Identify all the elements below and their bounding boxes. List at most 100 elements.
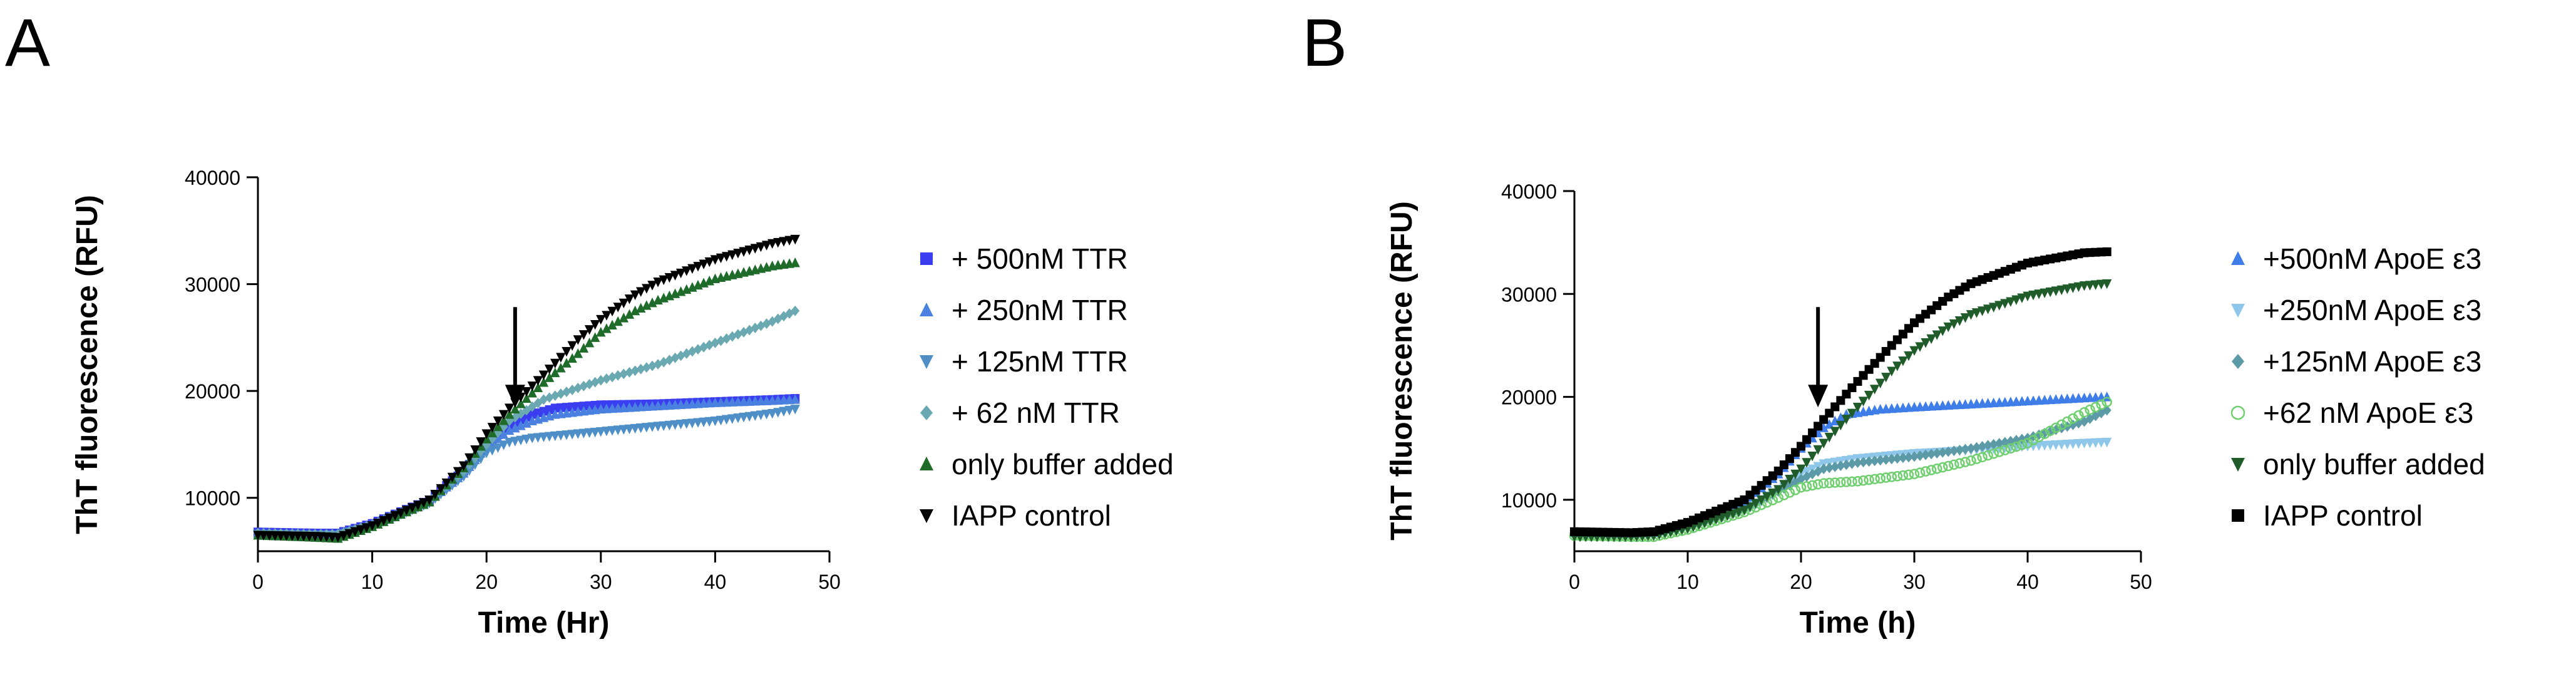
chart-a-data-point: [716, 253, 726, 264]
chart-a-data-point: [550, 367, 560, 378]
chart-a-data-point: [733, 249, 743, 259]
chart-b-data-point: [1864, 474, 1874, 485]
chart-b-data-point: [1739, 505, 1750, 516]
chart-b-y-tick-label: 30000: [1501, 283, 1557, 306]
chart-b-data-point: [1961, 443, 1970, 455]
chart-a-data-point: [761, 241, 772, 251]
chart-b-data-point: [1898, 452, 1907, 464]
chart-a-series-1: [254, 394, 800, 538]
chart-b-data-point: [1824, 419, 1834, 429]
chart-b-data-point: [2056, 285, 2066, 296]
chart-b-data-point: [1932, 330, 1942, 340]
chart-b-data-point: [1852, 403, 1863, 413]
chart-b-data-point: [1999, 445, 2011, 455]
chart-a-data-point: [790, 394, 800, 404]
chart-b-data-point: [1768, 488, 1778, 499]
chart-a-data-point: [481, 429, 491, 439]
chart-b-data-point: [1994, 301, 2004, 311]
chart-a-data-point: [458, 472, 469, 482]
chart-b-data-point: [1807, 452, 1817, 462]
chart-b-data-point: [1887, 366, 1897, 376]
chart-b-y-tick-label: 20000: [1501, 386, 1557, 409]
chart-b-data-point: [1797, 442, 1805, 451]
chart-a-data-point: [727, 414, 737, 424]
chart-a-data-point: [739, 247, 749, 257]
chart-a-legend-marker: [920, 252, 933, 265]
chart-a-data-point: [630, 290, 640, 301]
chart-a-data-point: [693, 262, 703, 272]
chart-a-data-point: [659, 275, 669, 285]
chart-a-data-point: [373, 518, 383, 529]
chart-a-data-point: [493, 421, 503, 432]
chart-b-data-point: [2011, 441, 2022, 452]
chart-a-data-point: [607, 319, 617, 329]
chart-b-data-point: [1937, 326, 1947, 336]
chart-b-data-point: [1931, 463, 1942, 474]
chart-a-data-point: [636, 287, 646, 297]
chart-b-data-point: [1910, 451, 1919, 462]
chart-b-data-point: [1824, 432, 1834, 443]
chart-b-data-point: [1785, 475, 1795, 485]
chart-b-data-point: [1914, 467, 1926, 478]
chart-b-data-point: [1954, 316, 1965, 326]
chart-a-data-point: [596, 326, 606, 337]
chart-b-data-point: [1983, 440, 1993, 451]
chart-a-data-point: [384, 513, 394, 524]
chart-a-legend-marker: [920, 355, 933, 369]
chart-a-data-point: [767, 239, 777, 249]
chart-b-data-point: [1977, 452, 1988, 463]
chart-a-data-point: [510, 403, 520, 414]
chart-b-x-tick-label: 30: [1903, 571, 1926, 593]
chart-a-data-point: [487, 423, 498, 433]
chart-a-data-point: [613, 303, 623, 313]
chart-b-x-tick-label: 20: [1790, 571, 1812, 593]
chart-a-data-point: [333, 532, 343, 543]
chart-b-data-point: [1819, 464, 1829, 474]
chart-a-data-point: [618, 313, 629, 323]
chart-a-x-tick-label: 10: [361, 571, 384, 593]
chart-a-series-5: [253, 257, 800, 543]
chart-b-legend-label: +500nM ApoE ε3: [2263, 242, 2481, 275]
chart-a-data-point: [750, 411, 761, 421]
chart-b-data-point: [1784, 487, 1795, 498]
chart-b-data-point: [2068, 283, 2078, 293]
chart-b-data-point: [1762, 492, 1772, 502]
chart-a-data-point: [687, 264, 697, 274]
chart-a-x-tick-label: 30: [590, 571, 612, 593]
chart-b-data-point: [1983, 304, 1993, 314]
chart-a-data-point: [556, 363, 566, 373]
chart-a-data-point: [704, 257, 714, 267]
chart-a-data-point: [618, 298, 629, 309]
chart-a-y-tick-label: 20000: [185, 380, 240, 403]
chart-b-data-point: [1812, 479, 1824, 490]
chart-a-data-point: [584, 337, 595, 348]
chart-a-data-point: [675, 268, 686, 279]
chart-b-data-point: [1966, 310, 1976, 320]
chart-a-data-point: [744, 412, 754, 422]
chart-a-data-point: [791, 305, 800, 316]
chart-b-data-point: [1966, 455, 1976, 466]
chart-a-data-point: [767, 408, 777, 419]
chart-a-legend-label: + 250nM TTR: [952, 294, 1128, 326]
chart-a-data-point: [424, 495, 434, 505]
chart-b-data-point: [1983, 450, 1993, 461]
chart-a-x-tick-label: 40: [704, 571, 727, 593]
chart-b-y-tick-label: 10000: [1501, 489, 1557, 512]
chart-a-data-point: [441, 478, 451, 489]
chart-a-data-point: [624, 309, 635, 319]
chart-b-data-point: [2011, 295, 2021, 305]
chart-a-data-point: [642, 300, 652, 310]
chart-b-data-point: [1728, 509, 1738, 519]
chart-b-data-point: [1825, 462, 1834, 474]
chart-a-x-axis-label: Time (Hr): [478, 606, 610, 640]
chart-b-data-point: [2023, 291, 2033, 301]
chart-a-data-point: [476, 437, 486, 447]
chart-a-legend-label: only buffer added: [952, 448, 1174, 480]
chart-a-data-point: [453, 467, 463, 477]
chart-a-data-point: [533, 382, 543, 393]
chart-a-data-point: [413, 500, 423, 511]
chart-b-data-point: [1778, 490, 1790, 500]
chart-b-data-point: [1944, 446, 1953, 457]
chart-b-data-point: [1847, 408, 1857, 418]
chart-b-data-point: [1796, 464, 1806, 474]
